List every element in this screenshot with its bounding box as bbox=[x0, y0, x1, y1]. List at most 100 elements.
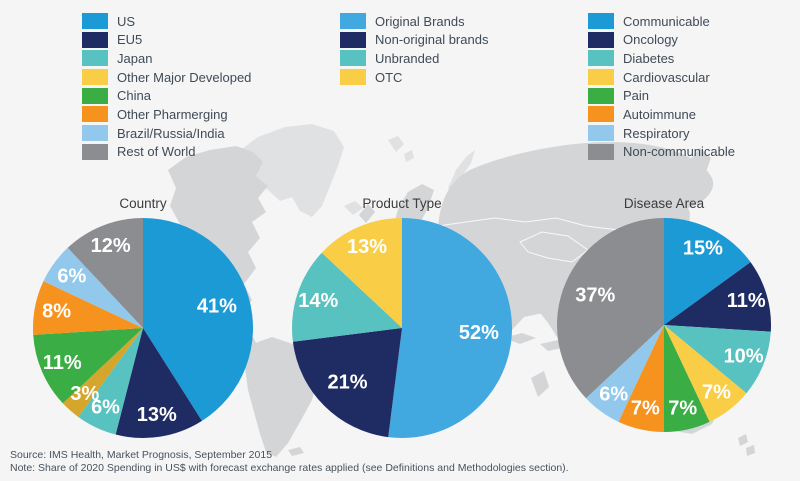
legend-label: US bbox=[117, 13, 136, 29]
legend-swatch bbox=[588, 125, 614, 142]
pie-value-label-us: 41% bbox=[197, 296, 237, 318]
legend-swatch bbox=[82, 13, 108, 29]
pie-slice-cardiovascular bbox=[664, 325, 747, 422]
legend-swatch bbox=[82, 31, 108, 48]
pie-value-label-non-original-brands: 21% bbox=[328, 371, 368, 393]
chart-title-product-type: Product Type bbox=[362, 196, 442, 211]
pie-value-label-japan: 6% bbox=[91, 397, 120, 419]
legend-label: Japan bbox=[117, 50, 153, 66]
asia-shape bbox=[438, 142, 714, 356]
legend-label: Other Pharmerging bbox=[117, 106, 228, 122]
legend-swatch bbox=[340, 50, 366, 67]
legend-item-other-pharmerging: Other Pharmerging bbox=[82, 106, 251, 123]
legend-label: OTC bbox=[375, 69, 403, 85]
pie-value-label-other-major-developed: 3% bbox=[70, 383, 99, 405]
legend-label: Cardiovascular bbox=[623, 69, 710, 85]
pie-value-label-rest-of-world: 12% bbox=[91, 235, 131, 257]
kamchatka-shape bbox=[688, 148, 711, 177]
legend-item-oncology: Oncology bbox=[588, 31, 735, 48]
legend-item-other-major-developed: Other Major Developed bbox=[82, 69, 251, 86]
pie-slice-otc bbox=[321, 218, 402, 328]
legend-country: US EU5 Japan Other Major Developed China Othe… bbox=[82, 13, 251, 163]
legend-swatch bbox=[588, 31, 614, 48]
legend-label: Pain bbox=[623, 88, 650, 104]
legend-label: China bbox=[117, 88, 151, 104]
legend-disease-area: Communicable Oncology Diabetes Cardiovascul… bbox=[588, 13, 735, 163]
pie-chart-disease-area: 15%11%10%7%7%7%6%37% bbox=[556, 218, 772, 432]
pie-chart-block-country: Country 41% 13% 6% 3% 11% 8% 6% 12% bbox=[23, 196, 263, 444]
pie-value-label-otc: 13% bbox=[347, 236, 387, 258]
pie-slice-non-original-brands bbox=[292, 328, 402, 438]
greenland-shape bbox=[238, 124, 344, 217]
madagascar-shape bbox=[531, 371, 549, 397]
svalbard-shape bbox=[388, 136, 414, 162]
legend-item-us: US bbox=[82, 13, 251, 29]
legend-item-unbranded: Unbranded bbox=[340, 50, 488, 67]
mongolia-border bbox=[519, 231, 589, 263]
legend-label: Diabetes bbox=[623, 50, 675, 66]
legend-swatch bbox=[82, 87, 108, 104]
pie-slice-other-major-developed bbox=[62, 328, 144, 417]
pie-slice-japan bbox=[78, 328, 143, 435]
chart-title-disease-area: Disease Area bbox=[623, 196, 705, 211]
legend-swatch bbox=[82, 143, 108, 160]
pie-value-label-oncology: 11% bbox=[727, 290, 766, 312]
legend-item-japan: Japan bbox=[82, 50, 251, 67]
pie-slice-oncology bbox=[664, 262, 772, 332]
legend-item-otc: OTC bbox=[340, 69, 488, 86]
pie-slice-unbranded bbox=[292, 252, 402, 342]
pie-value-label-diabetes: 10% bbox=[724, 346, 764, 368]
legend-label: Communicable bbox=[623, 13, 710, 29]
legend-swatch bbox=[340, 13, 366, 29]
legend-item-china: China bbox=[82, 87, 251, 104]
legend-label: Respiratory bbox=[623, 125, 690, 141]
new-zealand-shape bbox=[738, 434, 755, 456]
pie-chart-product-type: 52% 21% 14% 13% bbox=[292, 218, 513, 438]
methodology-note: Note: Share of 2020 Spending in US$ with… bbox=[10, 462, 569, 474]
pie-value-label-respiratory: 6% bbox=[599, 383, 628, 405]
legend-item-eu5: EU5 bbox=[82, 31, 251, 48]
legend-swatch bbox=[588, 106, 614, 123]
legend-label: EU5 bbox=[117, 32, 143, 48]
legend-swatch bbox=[588, 13, 614, 29]
pie-value-label-brazil-russia-india: 6% bbox=[57, 265, 86, 287]
source-note: Source: IMS Health, Market Prognosis, Se… bbox=[10, 449, 273, 461]
pie-value-label-original-brands: 52% bbox=[459, 322, 499, 344]
pie-chart-block-disease-area: Disease Area 15% 11% 10% 7% 7% 7% 6% 37% bbox=[544, 196, 784, 438]
legend-swatch bbox=[588, 87, 614, 104]
uk-shape bbox=[359, 204, 375, 223]
legend-item-communicable: Communicable bbox=[588, 13, 735, 29]
legend-label: Original Brands bbox=[375, 13, 465, 29]
pie-slice-autoimmune bbox=[618, 325, 664, 432]
legend-label: Brazil/Russia/India bbox=[117, 125, 225, 141]
country-borders bbox=[437, 217, 649, 239]
pie-chart-block-product-type: Product Type 52% 21% 14% 13% bbox=[282, 196, 522, 444]
pie-slice-brazil-russia-india bbox=[43, 247, 143, 328]
novaya-zemlya-shape bbox=[448, 150, 475, 191]
iceland-shape bbox=[344, 201, 363, 215]
legend-swatch bbox=[340, 69, 366, 86]
pie-chart-country: 41%13%6%3%11%8%6%12% bbox=[33, 218, 254, 438]
legend-swatch bbox=[82, 106, 108, 123]
pie-slice-eu5 bbox=[115, 328, 202, 438]
legend-swatch bbox=[82, 69, 108, 86]
legend-label: Rest of World bbox=[117, 144, 196, 160]
pie-value-label-unbranded: 14% bbox=[298, 290, 338, 312]
legend-swatch bbox=[588, 69, 614, 86]
legend-swatch bbox=[82, 50, 108, 67]
legend-swatch bbox=[82, 125, 108, 142]
legend-item-original-brands: Original Brands bbox=[340, 13, 488, 29]
pie-slice-rest-of-world bbox=[67, 218, 143, 328]
pie-slice-communicable bbox=[664, 218, 751, 325]
legend-item-respiratory: Respiratory bbox=[588, 125, 735, 142]
legend-item-brazil-russia-india: Brazil/Russia/India bbox=[82, 125, 251, 142]
pie-slice-non-communicable bbox=[556, 218, 664, 399]
pie-slice-other-pharmerging bbox=[33, 281, 143, 335]
legend-label: Non-communicable bbox=[623, 144, 735, 160]
pie-value-label-cardiovascular: 7% bbox=[702, 382, 731, 404]
legend-label: Oncology bbox=[623, 32, 678, 48]
legend-label: Autoimmune bbox=[623, 106, 696, 122]
pie-slice-pain bbox=[664, 325, 710, 432]
pie-value-label-china: 11% bbox=[43, 352, 82, 374]
